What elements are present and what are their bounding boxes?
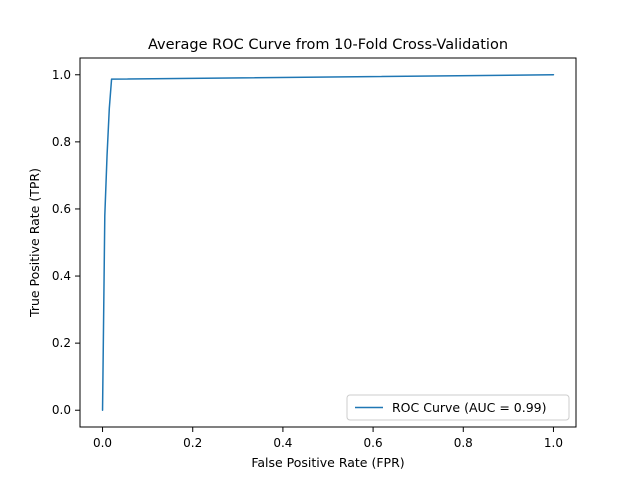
y-tick-label: 0.0 [52, 403, 71, 417]
y-axis-label: True Positive Rate (TPR) [27, 168, 42, 318]
y-tick-label: 0.8 [52, 135, 71, 149]
y-tick-label: 0.6 [52, 202, 71, 216]
plot-area-frame [79, 57, 577, 428]
y-tick-label: 1.0 [52, 68, 71, 82]
x-tick-label: 0.8 [454, 436, 473, 450]
roc-series-line-0 [101, 74, 555, 411]
x-tick-label: 0.4 [273, 436, 292, 450]
x-tick-label: 0.2 [183, 436, 202, 450]
legend-series-label: ROC Curve (AUC = 0.99) [392, 400, 547, 415]
x-tick-label: 1.0 [544, 436, 563, 450]
x-axis-ticks: 0.0 0.2 0.4 0.6 0.8 1.0 [93, 427, 563, 450]
y-tick-label: 0.4 [52, 269, 71, 283]
x-tick-label: 0.6 [364, 436, 383, 450]
x-tick-label: 0.0 [93, 436, 112, 450]
legend: ROC Curve (AUC = 0.99) [346, 394, 570, 421]
y-axis-ticks: 0.0 0.2 0.4 0.6 0.8 1.0 [52, 68, 80, 417]
series-layer [101, 74, 555, 411]
chart-title: Average ROC Curve from 10-Fold Cross-Val… [148, 37, 508, 53]
y-tick-label: 0.2 [52, 336, 71, 350]
x-axis-label: False Positive Rate (FPR) [251, 455, 404, 470]
legend-box [346, 394, 570, 421]
